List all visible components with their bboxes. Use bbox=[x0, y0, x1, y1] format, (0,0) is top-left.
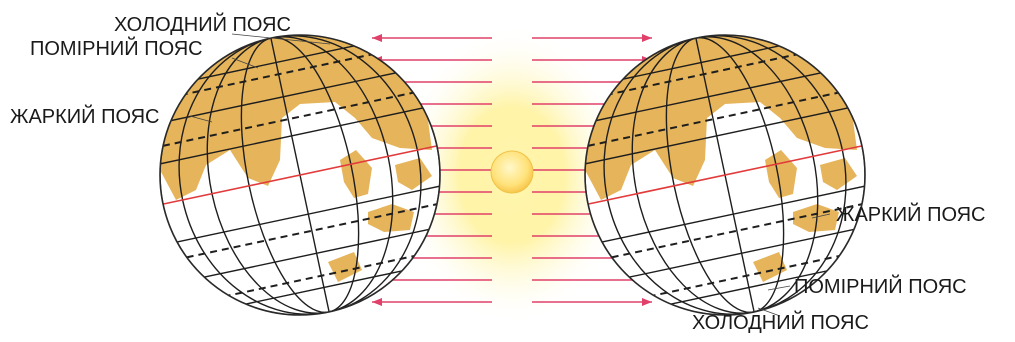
label-cold-belt-right: ХОЛОДНИЙ ПОЯС bbox=[692, 312, 869, 334]
leader-lines-left bbox=[189, 33, 331, 123]
label-temperate-belt-left: ПОМІРНИЙ ПОЯС bbox=[30, 38, 203, 60]
ray-arrow-right bbox=[532, 298, 652, 306]
label-hot-belt-right: ЖАРКИЙ ПОЯС bbox=[836, 204, 986, 226]
land-mass bbox=[820, 158, 857, 190]
ray-arrow-left bbox=[372, 298, 492, 306]
land-mass bbox=[753, 252, 787, 282]
sun-icon bbox=[490, 150, 534, 194]
land-mass bbox=[328, 252, 362, 282]
ray-arrow-left bbox=[372, 34, 492, 42]
globe-left bbox=[159, 34, 441, 316]
label-cold-belt-left: ХОЛОДНИЙ ПОЯС bbox=[114, 14, 291, 36]
label-hot-belt-left: ЖАРКИЙ ПОЯС bbox=[10, 106, 160, 128]
ray-arrow-right bbox=[532, 34, 652, 42]
leader-lines-right bbox=[757, 213, 831, 317]
label-temperate-belt-right: ПОМІРНИЙ ПОЯС bbox=[794, 276, 967, 298]
land-mass bbox=[395, 158, 432, 190]
globe-right bbox=[584, 34, 866, 316]
